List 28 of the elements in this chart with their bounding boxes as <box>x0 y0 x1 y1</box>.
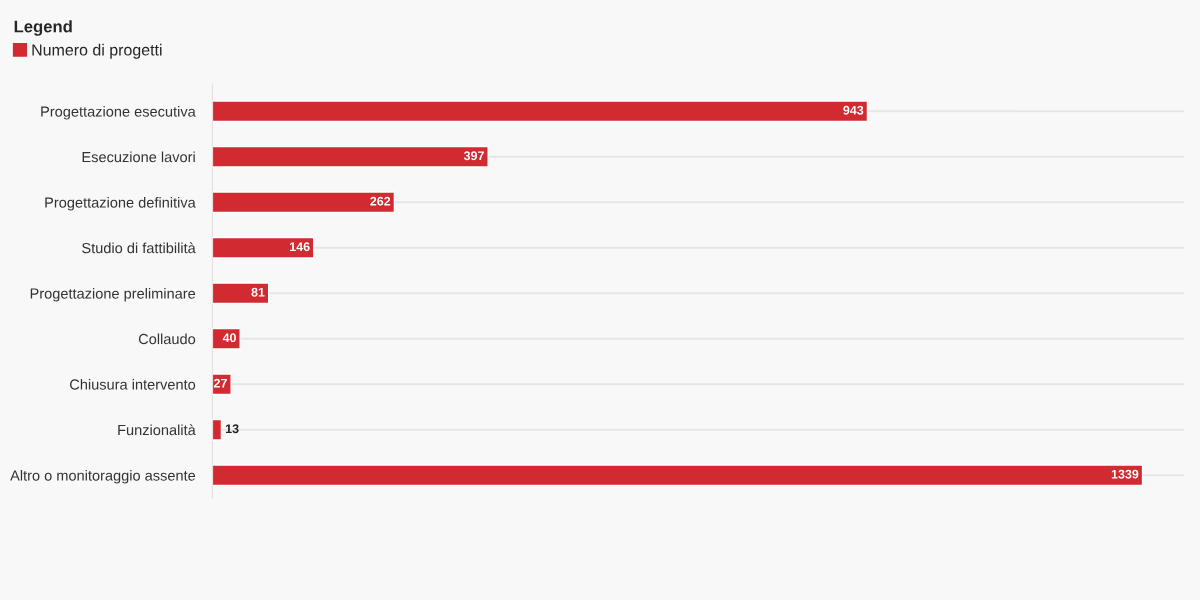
legend-label: Numero di progetti <box>32 43 162 59</box>
bar <box>212 327 241 350</box>
bar <box>212 236 315 259</box>
legend-title: Legend <box>14 20 72 36</box>
y-tick-label: Altro o monitoraggio assente <box>10 469 196 484</box>
y-tick-label: Chiusura intervento <box>70 378 196 390</box>
bar <box>212 145 489 168</box>
bar <box>212 282 270 305</box>
y-tick-label: Collaudo <box>138 333 196 345</box>
bar <box>212 418 223 441</box>
bar <box>212 100 869 123</box>
bar <box>212 191 396 214</box>
data-label: 262 <box>370 196 391 206</box>
y-tick-label: Progettazione esecutiva <box>41 106 196 120</box>
y-tick-label: Progettazione preliminare <box>30 287 196 302</box>
data-label: 1339 <box>1111 469 1139 479</box>
data-label: 146 <box>290 242 310 252</box>
data-label: 40 <box>222 333 236 343</box>
data-label: 81 <box>251 287 265 297</box>
y-tick-label: Funzionalità <box>118 424 196 436</box>
data-label: 27 <box>213 378 227 388</box>
y-tick-label: Progettazione definitiva <box>45 197 196 211</box>
y-tick-label: Studio di fattibilità <box>82 242 196 254</box>
data-label: 13 <box>225 424 239 434</box>
y-tick-label: Esecuzione lavori <box>82 151 195 163</box>
bar <box>212 464 1144 487</box>
data-label: 943 <box>843 105 864 115</box>
data-label: 397 <box>463 151 484 161</box>
